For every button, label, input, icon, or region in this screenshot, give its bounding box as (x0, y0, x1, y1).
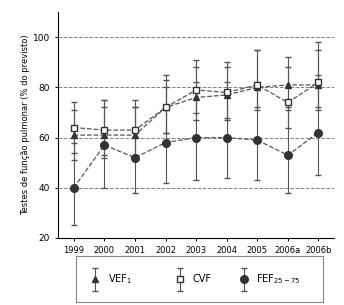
Text: FEF$_{25-75}$: FEF$_{25-75}$ (257, 272, 301, 286)
X-axis label: Ano: Ano (184, 258, 208, 268)
Text: VEF$_1$: VEF$_1$ (108, 272, 132, 286)
Y-axis label: Testes de função pulmonar (% do previsto): Testes de função pulmonar (% do previsto… (21, 35, 30, 215)
Text: CVF: CVF (192, 274, 211, 284)
